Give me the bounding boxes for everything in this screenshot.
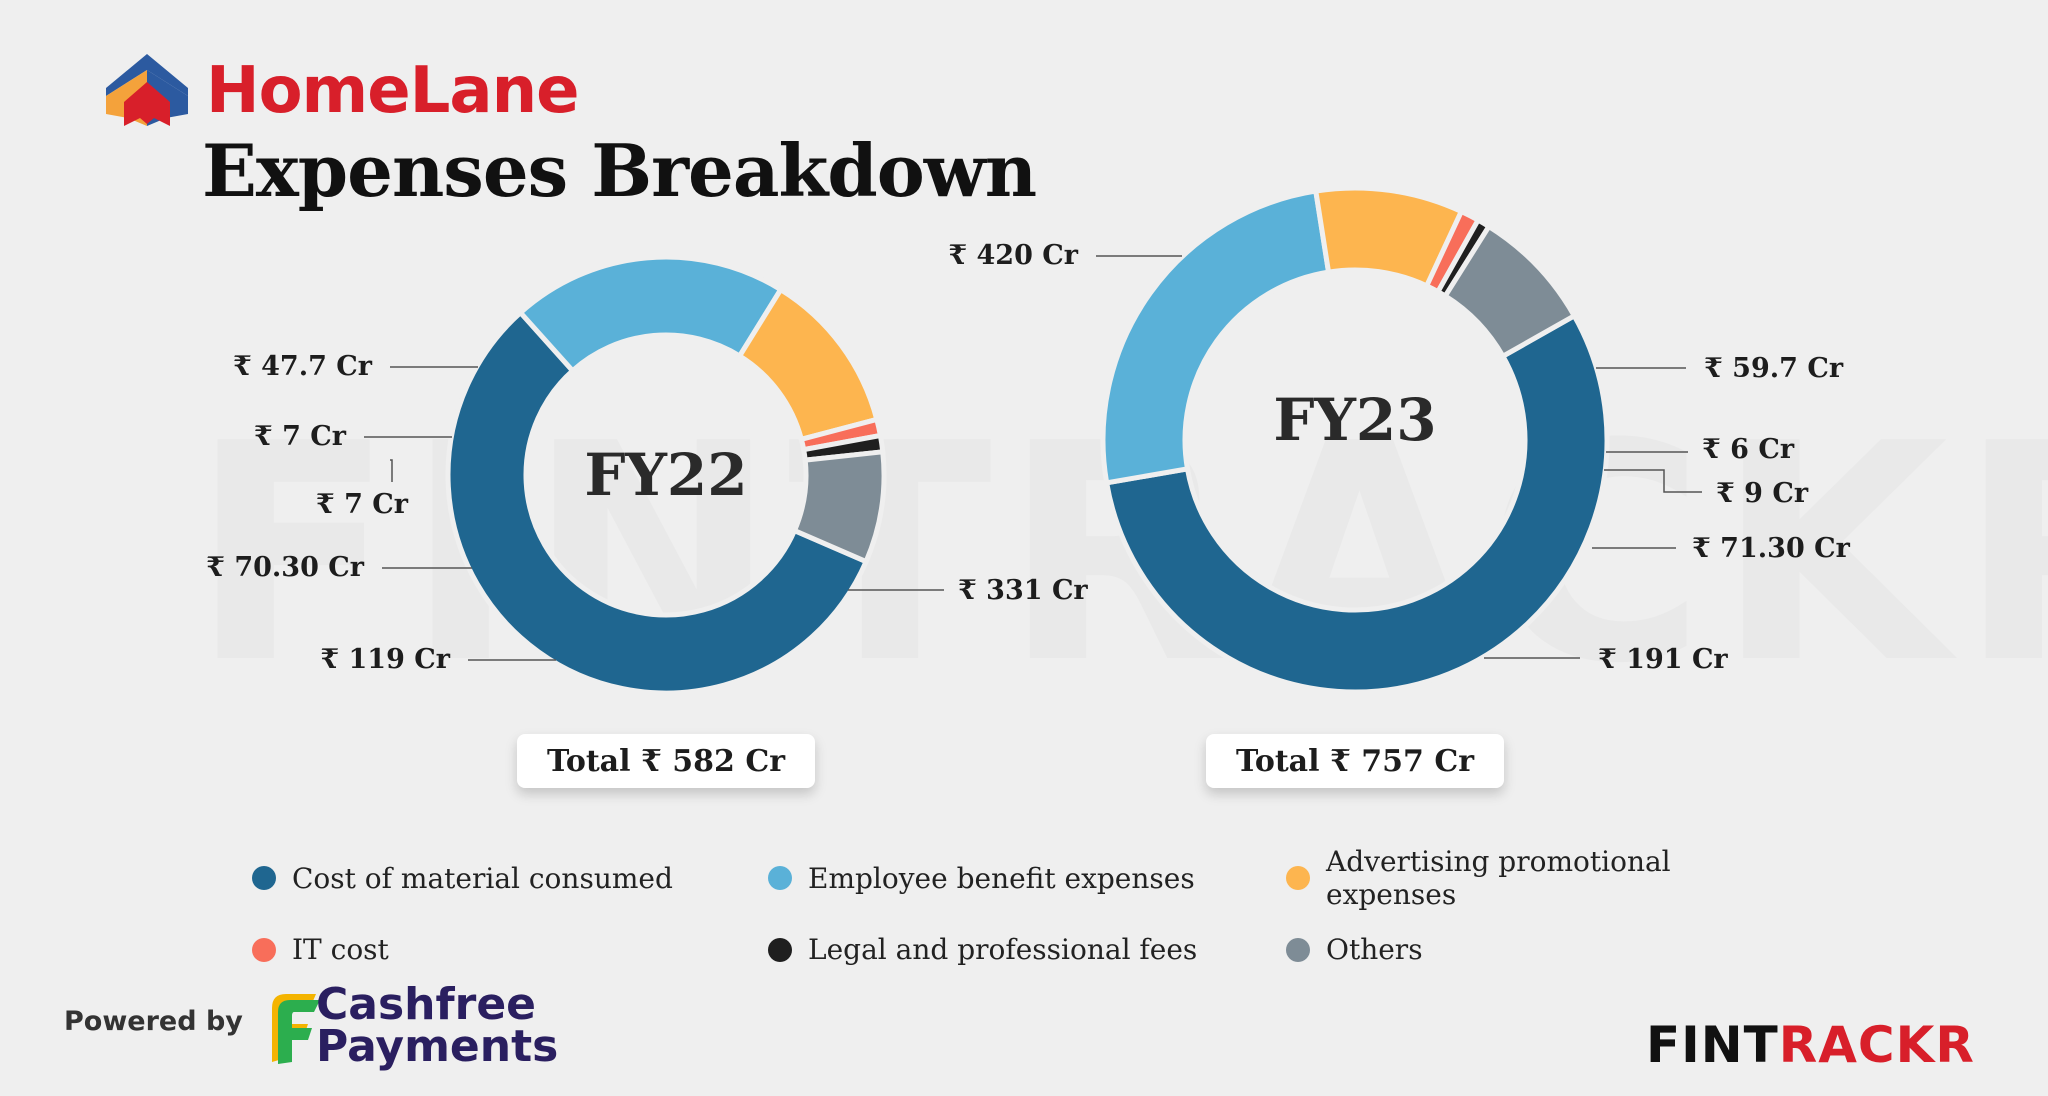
brand-name: HomeLane bbox=[206, 54, 580, 128]
legend-label: Employee benefit expenses bbox=[808, 861, 1195, 895]
legend-item-others: Others bbox=[1286, 933, 1806, 966]
slice-fy23-employee bbox=[1100, 188, 1332, 486]
legend-label: Legal and professional fees bbox=[808, 933, 1198, 966]
legend-item-it: IT cost bbox=[252, 933, 768, 966]
value-label-fy22-advertising: ₹ 70.30 Cr bbox=[206, 552, 365, 583]
value-label-fy22-material: ₹ 331 Cr bbox=[958, 575, 1088, 606]
value-label-fy22-others: ₹ 47.7 Cr bbox=[233, 351, 373, 382]
legend-swatch bbox=[768, 866, 792, 890]
center-label-fy22: FY22 bbox=[584, 441, 747, 509]
legend-item-legal: Legal and professional fees bbox=[768, 933, 1286, 966]
value-label-fy22-employee: ₹ 119 Cr bbox=[320, 644, 450, 675]
value-label-fy22-legal: ₹ 7 Cr bbox=[254, 421, 347, 452]
slice-fy22-others bbox=[791, 449, 887, 565]
cashfree-logo-icon bbox=[272, 994, 320, 1064]
slice-fy23-material bbox=[1103, 312, 1610, 695]
legend-label: Cost of material consumed bbox=[292, 861, 673, 895]
legend-label: Advertising promotional expenses bbox=[1326, 845, 1671, 911]
legend-swatch bbox=[1286, 866, 1310, 890]
legend-item-material: Cost of material consumed bbox=[252, 845, 768, 911]
cashfree-line2: Payments bbox=[316, 1021, 559, 1072]
legend: Cost of material consumed Employee benef… bbox=[252, 845, 1852, 966]
legend-label: Others bbox=[1326, 933, 1423, 966]
center-label-fy23: FY23 bbox=[1273, 386, 1436, 454]
powered-by-label: Powered by bbox=[64, 1006, 243, 1037]
legend-swatch bbox=[768, 937, 792, 962]
leader-line-fy22-it bbox=[390, 459, 393, 482]
value-label-fy23-employee: ₹ 191 Cr bbox=[1598, 644, 1728, 675]
total-fy22: Total ₹ 582 Cr bbox=[517, 734, 815, 788]
value-label-fy23-legal: ₹ 6 Cr bbox=[1702, 434, 1795, 465]
slice-fy22-material bbox=[445, 309, 870, 696]
value-label-fy23-material: ₹ 420 Cr bbox=[948, 240, 1078, 271]
cashfree-name: Cashfree Payments bbox=[316, 979, 559, 1072]
homelane-logo: HomeLane bbox=[104, 52, 580, 130]
value-label-fy22-it: ₹ 7 Cr bbox=[316, 489, 409, 520]
legend-swatch bbox=[1286, 937, 1310, 962]
legend-swatch bbox=[252, 866, 276, 890]
cashfree-line1: Cashfree bbox=[316, 979, 537, 1030]
leader-line-fy23-it bbox=[1604, 469, 1702, 493]
total-fy23: Total ₹ 757 Cr bbox=[1206, 734, 1504, 788]
fintrackr-logo: FINTRACKR bbox=[1646, 1016, 1975, 1074]
value-label-fy23-it: ₹ 9 Cr bbox=[1716, 478, 1809, 509]
fintrackr-logo-part1: FINT bbox=[1646, 1016, 1779, 1074]
page-title: Expenses Breakdown bbox=[202, 128, 1037, 213]
house-logo-icon bbox=[106, 54, 188, 126]
value-label-fy23-advertising: ₹ 71.30 Cr bbox=[1692, 533, 1851, 564]
legend-item-advertising: Advertising promotional expenses bbox=[1286, 845, 1806, 911]
legend-swatch bbox=[252, 937, 276, 962]
legend-label: IT cost bbox=[292, 933, 389, 966]
fintrackr-logo-part2: RACKR bbox=[1778, 1016, 1975, 1074]
value-label-fy23-others: ₹ 59.7 Cr bbox=[1704, 353, 1844, 384]
slice-fy23-others bbox=[1441, 223, 1578, 360]
legend-item-employee: Employee benefit expenses bbox=[768, 845, 1286, 911]
